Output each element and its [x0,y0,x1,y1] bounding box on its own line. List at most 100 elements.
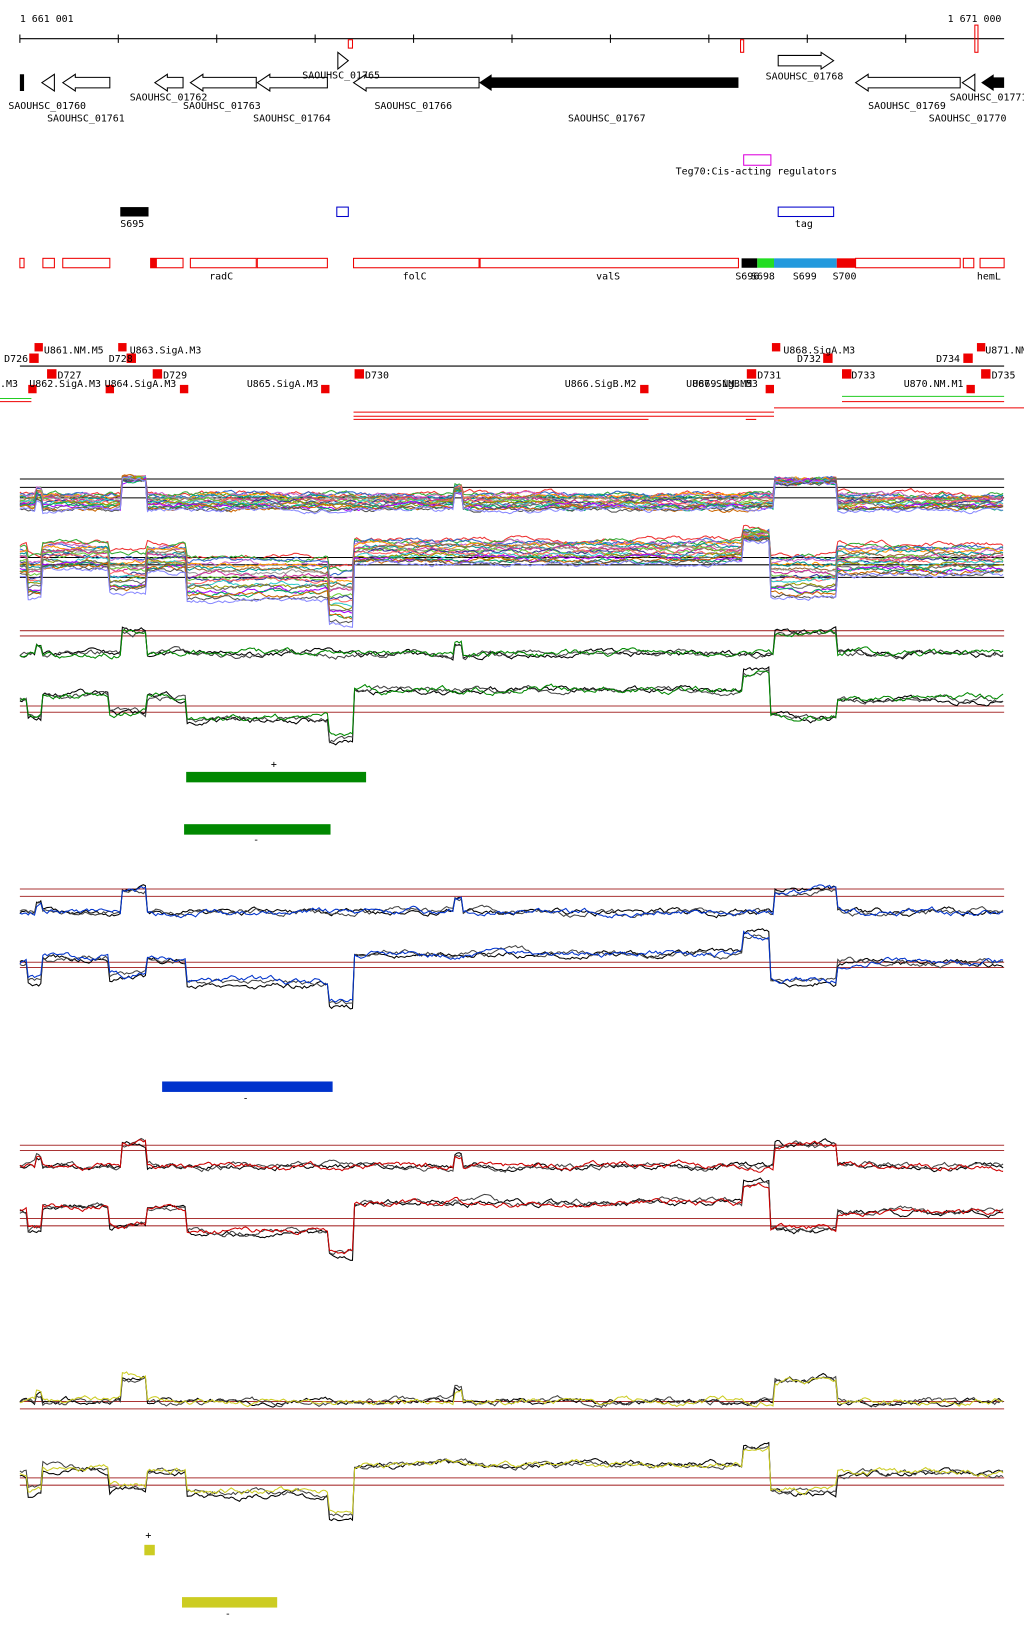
axis-end: 1 671 000 [948,14,1002,25]
trace [19,476,1004,505]
promoter-label: U863.SigA.M3 [130,346,202,357]
promoter-label: U870.NM.M1 [904,379,964,390]
trace [19,474,1004,506]
feature-boxes [19,257,1005,269]
promoter-label: D727 [58,371,82,382]
feature-label: S696 [735,271,759,282]
promoter-label: U871.NM [985,346,1024,357]
trace [19,1138,1004,1173]
marker [974,24,979,53]
trace [19,536,1004,620]
trace [19,536,1004,612]
promoter-label: .M3 [0,379,18,390]
trace [19,1445,1004,1515]
feature-label: folC [403,271,427,282]
gene-label: SAOUHSC_01764 [253,113,331,124]
segment-bar [186,771,367,783]
gene-label: SAOUHSC_01767 [568,113,646,124]
axis-start: 1 661 001 [20,14,74,25]
trace [19,535,1004,600]
gene-label: SAOUHSC_01771 [950,92,1024,103]
promoter-label: U867.SigB.M3 [686,379,758,390]
strand-label: - [225,1609,231,1620]
trace [19,1371,1004,1408]
srna-box [777,206,835,218]
srna-box [120,207,149,217]
trace [19,1137,1004,1173]
segment-bar [181,1597,278,1608]
trace [19,628,1004,660]
promoter-label: U868.SigA.M3 [783,346,855,357]
promoter-label: U869.NM.M5 [692,379,752,390]
promoter-flags [28,343,991,394]
feature-label: S700 [833,271,857,282]
trace [19,1375,1004,1409]
srna-box [336,206,349,218]
trace [19,626,1004,661]
strand-label: + [271,760,277,771]
promoter-label: D732 [797,354,821,365]
trace [19,1446,1004,1518]
feature-label: radC [209,271,233,282]
trace [19,538,1004,628]
gene-label: SAOUHSC_01761 [47,113,125,124]
promoter-label: D730 [365,371,389,382]
srna-label: tag [795,219,813,230]
trace [19,1182,1004,1255]
promoter-label: U864.SigA.M3 [105,379,177,390]
feature-label: hemL [977,271,1001,282]
trace [19,1181,1004,1255]
trace [19,530,1004,583]
feature-label: valS [596,271,620,282]
promoter-label: D734 [936,354,960,365]
trace [19,1139,1004,1173]
promoter-label: U862.SigA.M3 [29,379,101,390]
trace [19,928,1004,1010]
axis-ticks [19,34,907,43]
promoter-label: D726 [4,354,28,365]
promoter-label: U861.NM.M5 [44,346,104,357]
gene-label: SAOUHSC_01763 [183,101,261,112]
trace [19,528,1004,577]
regulator-box [743,154,772,166]
promoter-label: D728 [109,354,133,365]
trace [19,475,1004,500]
promoter-label: D731 [757,371,781,382]
promoter-label: U866.SigB.M2 [565,379,637,390]
gene-label: SAOUHSC_01769 [868,101,946,112]
gene-label: SAOUHSC_01770 [929,113,1007,124]
promoter-label: U865.SigA.M3 [247,379,319,390]
segment-bar [184,824,331,835]
trace [19,629,1004,661]
trace [19,670,1004,737]
promoter-label: D735 [992,371,1016,382]
trace [19,477,1004,511]
regulator-label: Teg70:Cis-acting regulators [676,167,837,178]
gene-label: SAOUHSC_01765 [302,70,380,81]
expression-tracks [19,473,1005,1522]
gene-label: SAOUHSC_01766 [374,101,452,112]
gene-label: SAOUHSC_01760 [8,101,86,112]
promoter-label: D733 [851,371,875,382]
strand-label: + [145,1531,151,1542]
strand-label: - [243,1093,249,1104]
segment-bar [162,1081,333,1092]
trace [19,884,1004,919]
trace [19,475,1004,504]
promoter-label: D729 [163,371,187,382]
srna-label: S695 [120,219,144,230]
marker [740,39,745,53]
trace [19,531,1004,580]
marker [347,39,354,49]
feature-label: S699 [793,271,817,282]
gene-label: SAOUHSC_01762 [130,92,208,103]
strand-label: - [253,835,259,846]
feature-label: S698 [751,271,775,282]
trace [19,475,1004,515]
gene-arrows [19,51,1005,92]
terminator-lines [0,395,1024,420]
trace [19,530,1004,599]
trace [19,1177,1004,1261]
trace [19,930,1004,1003]
